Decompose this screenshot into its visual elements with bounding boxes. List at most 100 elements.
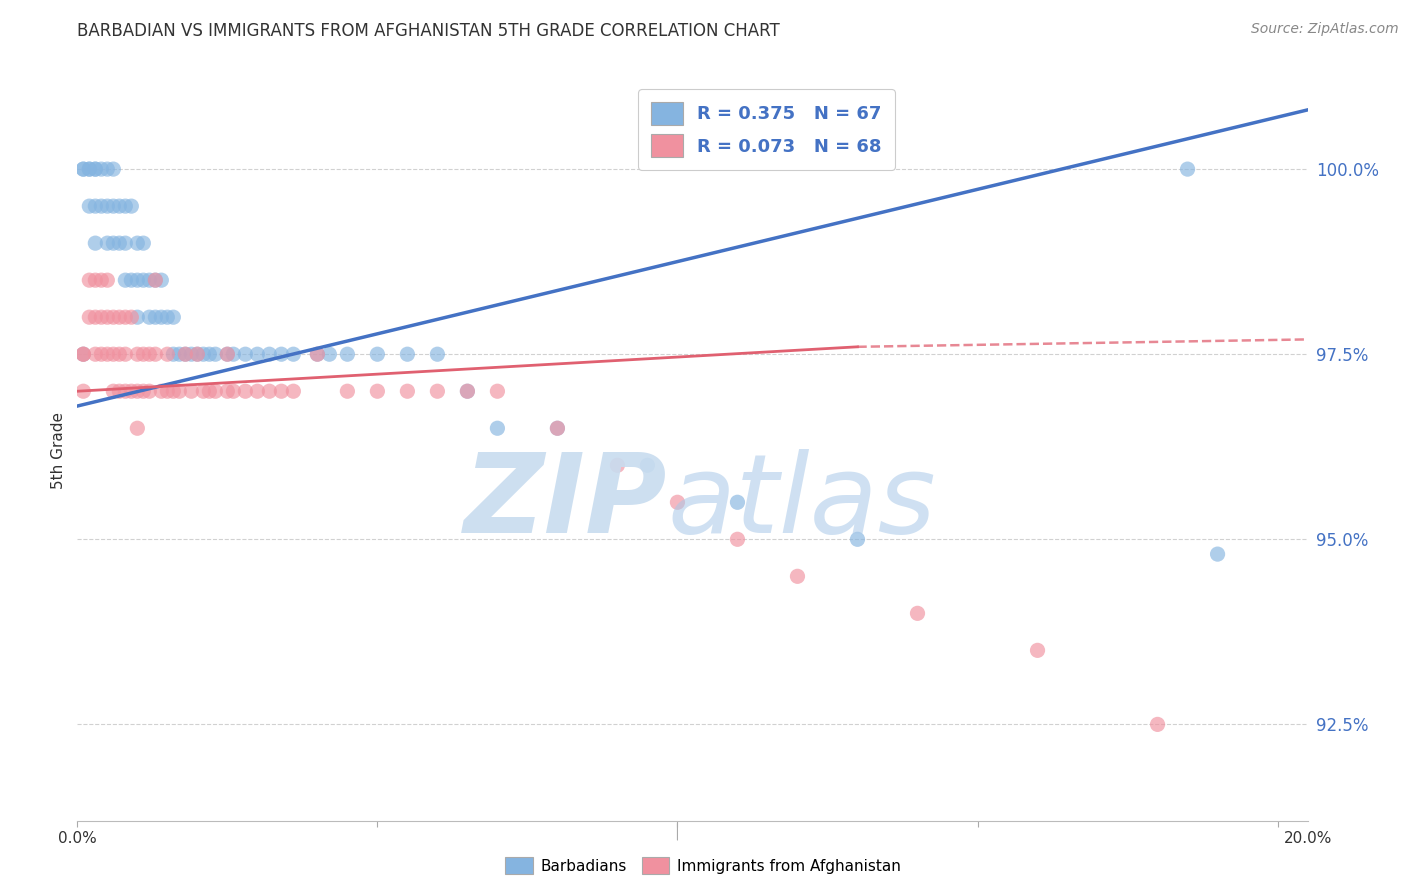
Point [546, 421, 568, 435]
Point [138, 384, 160, 399]
Point [198, 384, 221, 399]
Point [108, 310, 131, 325]
Point [217, 347, 239, 361]
Point [546, 421, 568, 435]
Point [162, 310, 184, 325]
Point [198, 347, 221, 361]
Point [96, 162, 118, 177]
Point [72, 162, 94, 177]
Point [907, 607, 929, 621]
Point [143, 273, 166, 287]
Point [162, 384, 184, 399]
Point [222, 384, 245, 399]
Point [143, 273, 166, 287]
Point [150, 310, 173, 325]
Point [217, 384, 239, 399]
Point [486, 421, 509, 435]
Point [114, 199, 136, 213]
Point [606, 458, 628, 473]
Point [162, 347, 184, 361]
Text: Source: ZipAtlas.com: Source: ZipAtlas.com [1251, 22, 1399, 37]
Legend: Barbadians, Immigrants from Afghanistan: Barbadians, Immigrants from Afghanistan [499, 851, 907, 880]
Point [426, 347, 449, 361]
Point [138, 273, 160, 287]
Point [132, 273, 155, 287]
Point [79, 162, 101, 177]
Point [72, 162, 94, 177]
Point [103, 199, 125, 213]
Point [96, 310, 118, 325]
Point [143, 310, 166, 325]
Point [307, 347, 329, 361]
Point [90, 347, 112, 361]
Point [193, 347, 215, 361]
Point [396, 384, 419, 399]
Point [90, 199, 112, 213]
Point [204, 347, 226, 361]
Point [127, 347, 149, 361]
Point [235, 347, 257, 361]
Point [235, 384, 257, 399]
Point [1146, 717, 1168, 731]
Point [186, 347, 208, 361]
Point [193, 384, 215, 399]
Point [727, 533, 749, 547]
Point [169, 384, 191, 399]
Point [108, 384, 131, 399]
Point [72, 347, 94, 361]
Point [96, 199, 118, 213]
Point [103, 310, 125, 325]
Point [79, 273, 101, 287]
Point [666, 495, 689, 509]
Point [174, 347, 197, 361]
Point [108, 236, 131, 251]
Point [103, 347, 125, 361]
Point [103, 162, 125, 177]
Point [138, 310, 160, 325]
Point [259, 384, 281, 399]
Point [366, 384, 388, 399]
Point [456, 384, 478, 399]
Point [108, 199, 131, 213]
Point [72, 347, 94, 361]
Point [90, 162, 112, 177]
Point [120, 199, 142, 213]
Point [132, 384, 155, 399]
Point [270, 347, 292, 361]
Point [132, 347, 155, 361]
Point [84, 236, 107, 251]
Point [426, 384, 449, 399]
Legend: R = 0.375   N = 67, R = 0.073   N = 68: R = 0.375 N = 67, R = 0.073 N = 68 [638, 89, 894, 170]
Point [486, 384, 509, 399]
Point [150, 384, 173, 399]
Point [79, 162, 101, 177]
Point [246, 347, 269, 361]
Point [204, 384, 226, 399]
Point [96, 273, 118, 287]
Text: 0.0%: 0.0% [58, 831, 97, 846]
Text: BARBADIAN VS IMMIGRANTS FROM AFGHANISTAN 5TH GRADE CORRELATION CHART: BARBADIAN VS IMMIGRANTS FROM AFGHANISTAN… [77, 22, 780, 40]
Point [79, 310, 101, 325]
Point [727, 495, 749, 509]
Point [156, 310, 179, 325]
Point [114, 347, 136, 361]
Point [138, 347, 160, 361]
Point [84, 347, 107, 361]
Point [143, 347, 166, 361]
Point [456, 384, 478, 399]
Point [90, 310, 112, 325]
Text: atlas: atlas [668, 449, 936, 556]
Point [103, 384, 125, 399]
Point [259, 347, 281, 361]
Point [96, 236, 118, 251]
Point [114, 384, 136, 399]
Point [846, 533, 869, 547]
Point [127, 236, 149, 251]
Point [114, 310, 136, 325]
Point [246, 384, 269, 399]
Point [127, 273, 149, 287]
Point [84, 162, 107, 177]
Point [1177, 162, 1199, 177]
Point [132, 236, 155, 251]
Text: ZIP: ZIP [464, 449, 668, 556]
